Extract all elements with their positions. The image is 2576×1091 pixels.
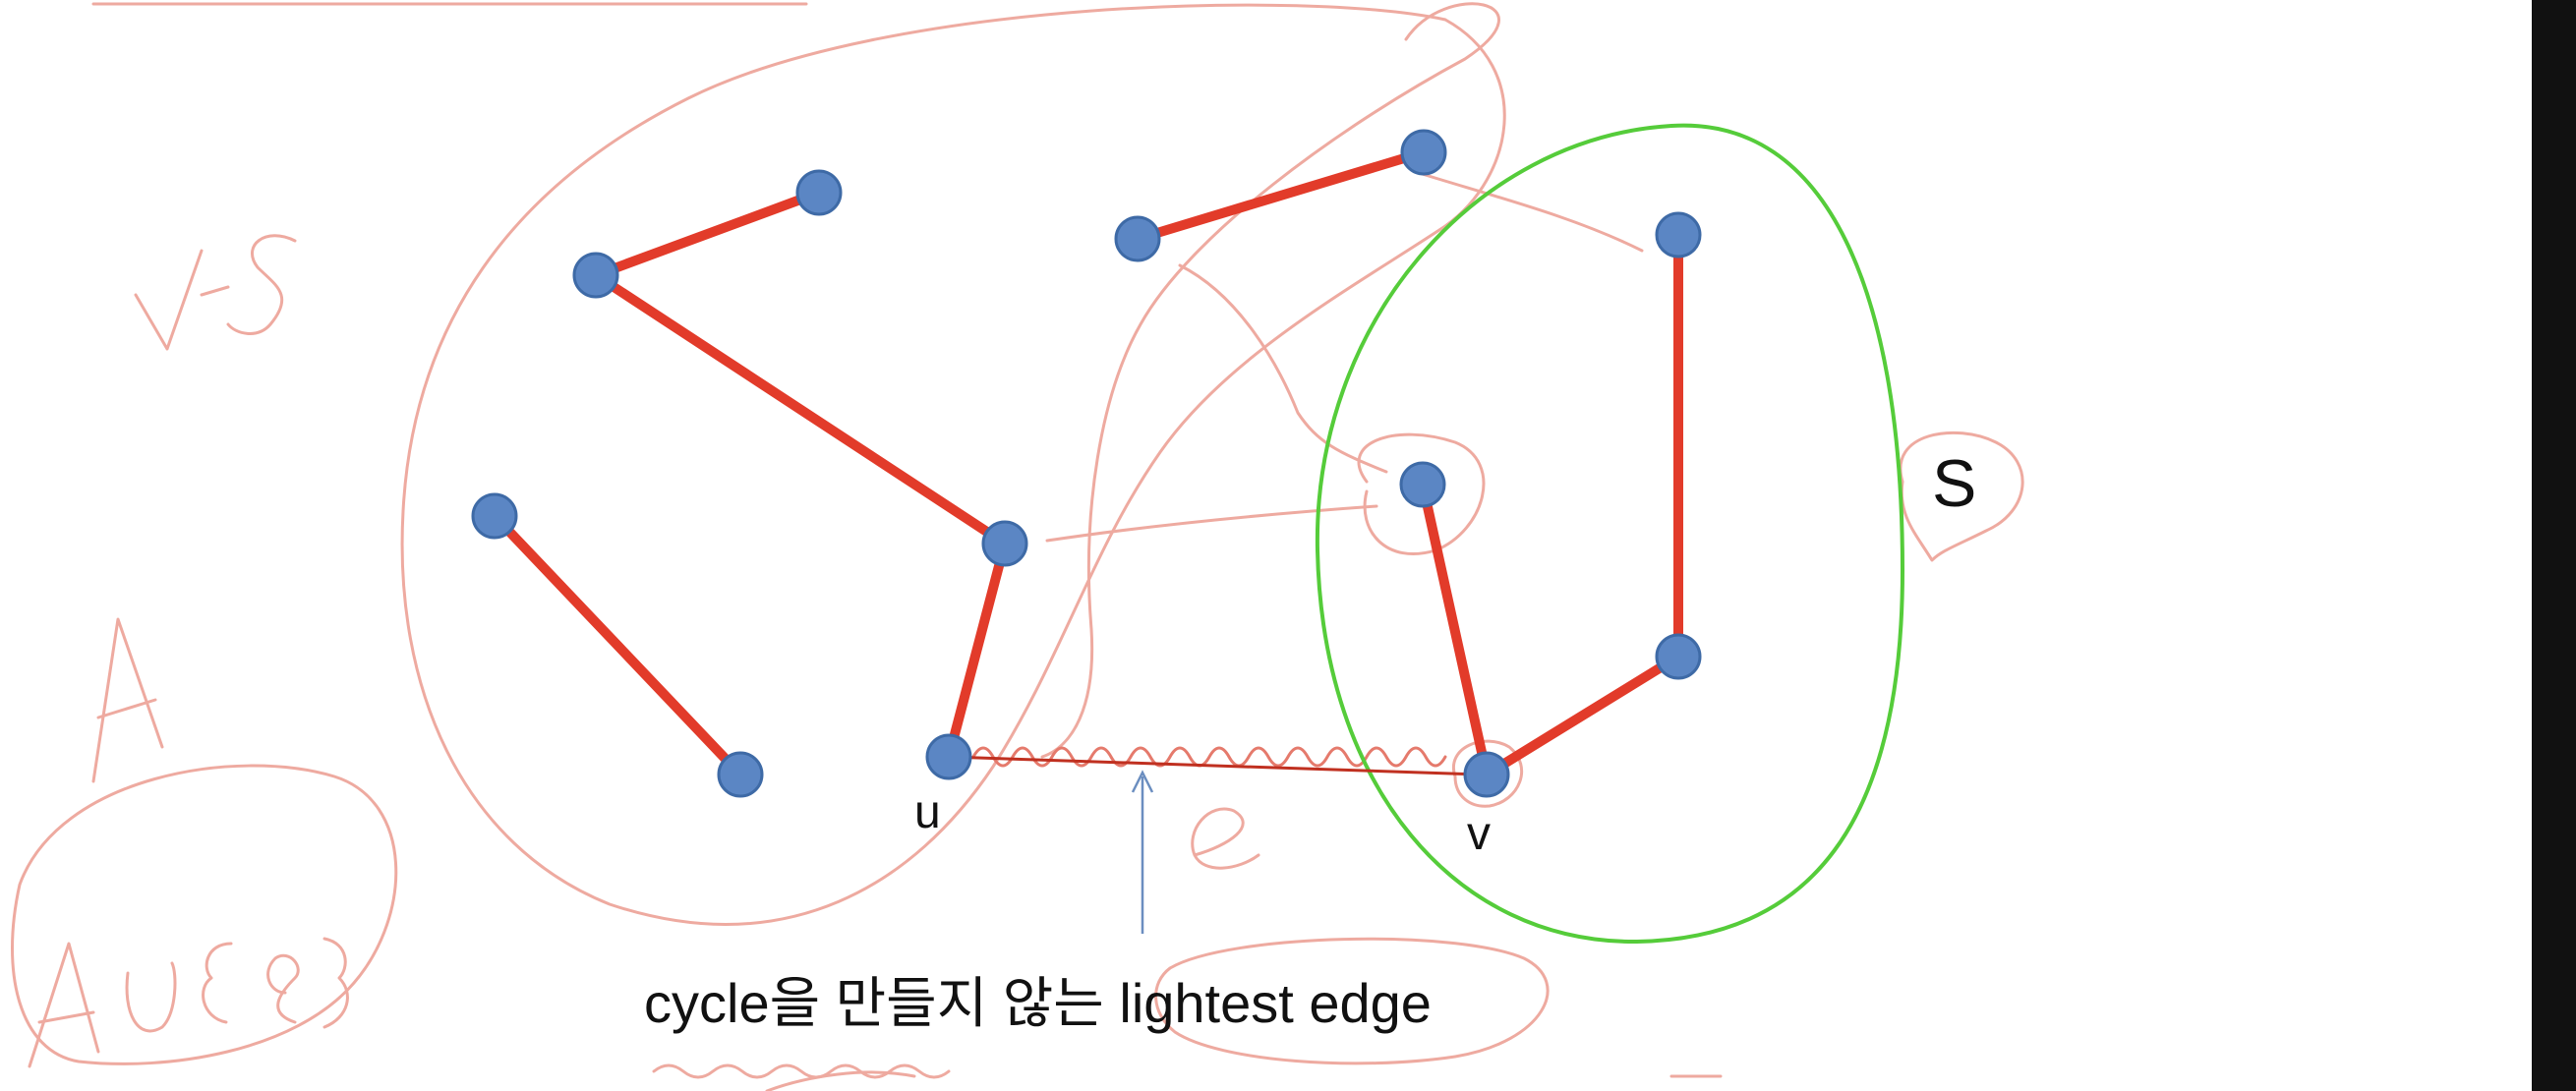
ink-text-a-union-e	[28, 937, 349, 1068]
graph-node	[1400, 129, 1447, 176]
label-u: u	[914, 786, 941, 838]
graph-node	[795, 169, 843, 216]
tree-edge-8	[1418, 480, 1492, 779]
ink-text-e	[1191, 807, 1260, 870]
ink-link-right	[1414, 170, 1644, 253]
label-set-s: S	[1932, 446, 1976, 521]
tree-edge-5	[1133, 147, 1429, 244]
ink-circle-node	[1357, 432, 1486, 556]
ink-link-top	[1178, 263, 1388, 474]
cut-edge-scribble	[971, 746, 1447, 768]
ink-circle-s	[1899, 431, 2024, 562]
graph-node	[981, 520, 1028, 567]
label-v: v	[1467, 808, 1491, 860]
bottom-ink-1	[765, 1070, 916, 1091]
right-edge-bar	[2532, 0, 2576, 1091]
graph-node	[1399, 461, 1446, 508]
ink-loop-a-union-e	[11, 764, 398, 1065]
set-s-boundary	[1315, 123, 1905, 945]
graph-node	[1655, 211, 1702, 258]
node-u	[925, 733, 972, 780]
graph-node	[717, 751, 764, 798]
ink-text-a	[91, 617, 164, 783]
graph-node	[1114, 215, 1161, 262]
tree-edge-4	[490, 511, 745, 779]
tree-edge-3	[944, 539, 1010, 762]
ink-link-middle	[1045, 504, 1378, 543]
node-v	[1463, 751, 1510, 798]
tree-edge-2	[591, 270, 1010, 548]
ink-circle-v	[1451, 739, 1524, 808]
tree-edge-7	[1482, 652, 1683, 779]
cut-edge-u-v	[948, 755, 1481, 776]
tree-edge-1	[591, 188, 824, 280]
graph-node	[572, 252, 619, 299]
ink-loop-lightest-edge	[1154, 937, 1550, 1065]
graph-node	[471, 492, 518, 540]
v-minus-s-loop	[400, 3, 1506, 926]
caption: cycle을 만들지 않는 lightest edge	[644, 972, 1432, 1034]
inner-ink-loop	[1040, 2, 1500, 759]
graph-node	[1655, 633, 1702, 680]
caption-pointer-arrowhead	[1131, 770, 1154, 793]
ink-text-v-minus-s	[134, 234, 297, 351]
caption-underline-ink	[652, 1063, 951, 1079]
